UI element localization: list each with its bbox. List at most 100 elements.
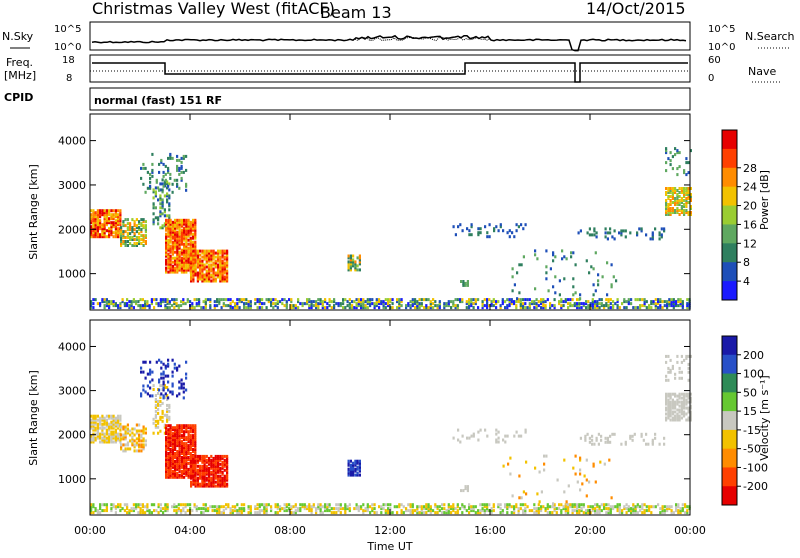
data-cell — [112, 209, 115, 213]
data-cell — [142, 360, 145, 364]
data-cell — [167, 234, 170, 238]
data-cell — [180, 475, 183, 479]
data-cell — [545, 271, 548, 275]
data-cell — [571, 509, 574, 513]
data-cell — [210, 454, 213, 458]
data-cell — [96, 426, 99, 430]
data-cell — [214, 464, 217, 468]
data-cell — [678, 408, 681, 412]
data-cell — [639, 509, 642, 513]
data-cell — [436, 507, 439, 511]
data-cell — [187, 248, 190, 252]
data-cell — [217, 251, 220, 255]
data-cell — [236, 503, 239, 507]
data-cell — [676, 408, 679, 412]
data-cell — [492, 300, 495, 304]
data-cell — [192, 279, 195, 283]
data-cell — [356, 473, 359, 477]
data-cell — [427, 509, 430, 513]
data-cell — [598, 511, 601, 515]
data-cell — [687, 362, 690, 366]
data-cell — [192, 430, 195, 434]
data-cell — [210, 466, 213, 470]
data-cell — [667, 213, 670, 216]
data-cell — [499, 306, 502, 310]
data-cell — [169, 250, 172, 254]
data-cell — [124, 244, 127, 247]
data-cell — [180, 264, 183, 268]
data-cell — [648, 304, 651, 308]
data-cell — [169, 224, 172, 228]
data-cell — [676, 173, 679, 177]
data-cell — [103, 503, 106, 507]
data-cell — [288, 503, 291, 507]
data-cell — [201, 273, 204, 277]
data-cell — [337, 509, 340, 513]
data-cell — [218, 300, 221, 304]
data-cell — [171, 471, 174, 475]
data-cell — [128, 300, 131, 304]
data-cell — [105, 420, 108, 424]
data-cell — [599, 460, 602, 464]
data-cell — [212, 480, 215, 484]
data-cell — [168, 214, 171, 218]
data-cell — [683, 191, 686, 194]
data-cell — [519, 302, 522, 306]
data-cell — [209, 304, 212, 308]
data-cell — [192, 440, 195, 444]
colorbar-swatch — [722, 392, 737, 412]
data-cell — [182, 503, 185, 507]
data-cell — [272, 298, 275, 302]
colorbar-tick-label: 8 — [743, 256, 750, 269]
data-cell — [185, 450, 188, 453]
data-cell — [349, 463, 352, 467]
data-cell — [149, 386, 152, 390]
data-cell — [551, 505, 554, 509]
data-cell — [90, 213, 93, 217]
data-cell — [212, 275, 215, 279]
data-cell — [558, 503, 561, 507]
data-cell — [194, 273, 197, 277]
data-cell — [524, 302, 527, 306]
data-cell — [110, 432, 113, 436]
data-cell — [226, 273, 229, 277]
data-cell — [132, 306, 135, 310]
data-cell — [571, 511, 574, 515]
data-cell — [154, 398, 157, 401]
data-cell — [196, 476, 199, 480]
data-cell — [108, 422, 111, 426]
data-cell — [96, 414, 99, 418]
data-cell — [169, 230, 172, 234]
data-cell — [348, 509, 351, 513]
data-cell — [110, 231, 113, 235]
data-cell — [354, 266, 357, 270]
data-cell — [185, 456, 188, 459]
data-cell — [563, 490, 566, 494]
data-cell — [140, 370, 143, 374]
data-cell — [227, 505, 230, 509]
data-cell — [176, 368, 179, 372]
data-cell — [612, 300, 615, 304]
data-cell — [517, 298, 520, 302]
data-cell — [161, 212, 164, 216]
data-cell — [176, 438, 179, 442]
data-cell — [528, 304, 531, 308]
data-cell — [212, 484, 215, 488]
data-cell — [256, 298, 259, 302]
data-cell — [667, 402, 670, 406]
data-cell — [339, 505, 342, 509]
data-cell — [545, 265, 548, 269]
data-cell — [163, 214, 166, 218]
data-cell — [171, 434, 174, 438]
data-cell — [132, 298, 135, 302]
data-cell — [138, 443, 141, 447]
data-cell — [201, 271, 204, 275]
data-cell — [192, 442, 195, 446]
data-cell — [591, 438, 594, 442]
data-cell — [167, 461, 170, 465]
data-cell — [185, 260, 188, 264]
data-cell — [520, 263, 523, 267]
data-cell — [185, 182, 188, 186]
data-cell — [618, 505, 621, 509]
data-cell — [157, 222, 160, 226]
